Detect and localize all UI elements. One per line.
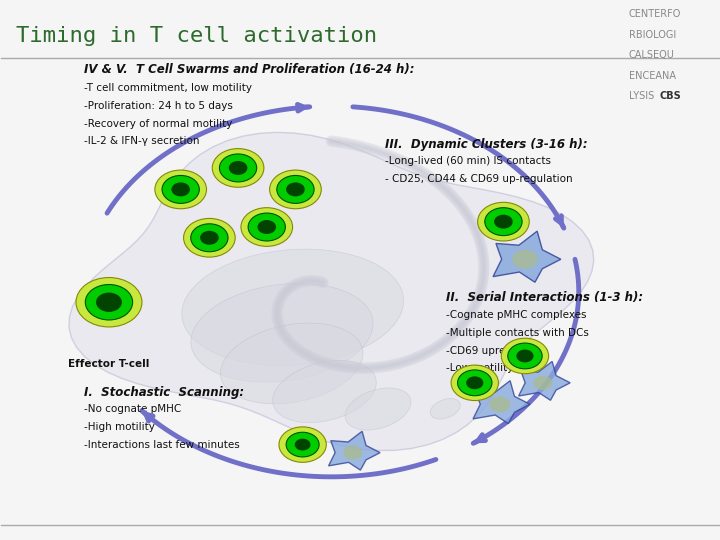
Ellipse shape [273,361,377,423]
Circle shape [276,176,314,204]
Circle shape [248,213,285,241]
Circle shape [343,446,362,460]
Circle shape [466,376,483,389]
Ellipse shape [182,249,404,366]
Circle shape [212,148,264,187]
Text: RBIOLOGI: RBIOLOGI [629,30,676,40]
Text: LYSIS: LYSIS [629,91,657,101]
Text: -Long-lived (60 min) IS contacts: -Long-lived (60 min) IS contacts [385,156,551,166]
Circle shape [229,161,248,175]
Circle shape [513,250,538,269]
Circle shape [534,376,552,390]
Circle shape [96,293,122,312]
Circle shape [286,432,319,457]
Text: CENTERFO: CENTERFO [629,9,681,19]
Text: IV & V.  T Cell Swarms and Proliferation (16-24 h):: IV & V. T Cell Swarms and Proliferation … [84,63,415,76]
Text: -Cognate pMHC complexes: -Cognate pMHC complexes [446,310,587,320]
Circle shape [490,396,510,412]
Circle shape [241,208,292,246]
Text: -High motility: -High motility [84,422,155,432]
Circle shape [171,183,190,197]
Text: III.  Dynamic Clusters (3-16 h):: III. Dynamic Clusters (3-16 h): [385,138,588,151]
Text: -Recovery of normal motility: -Recovery of normal motility [84,118,233,129]
Circle shape [516,349,534,362]
Circle shape [279,427,326,462]
Polygon shape [69,132,594,450]
Circle shape [294,438,310,450]
Text: -No cognate pMHC: -No cognate pMHC [84,404,181,414]
Circle shape [508,343,542,369]
Circle shape [85,285,132,320]
Text: I.  Stochastic  Scanning:: I. Stochastic Scanning: [84,386,244,399]
Circle shape [191,224,228,252]
Circle shape [76,278,142,327]
Text: -Proliferation: 24 h to 5 days: -Proliferation: 24 h to 5 days [84,101,233,111]
Circle shape [494,215,513,228]
Circle shape [184,218,235,257]
Ellipse shape [220,323,363,404]
Circle shape [155,170,207,209]
Circle shape [162,176,199,204]
Text: II.  Serial Interactions (1-3 h):: II. Serial Interactions (1-3 h): [446,292,643,305]
Ellipse shape [345,388,411,430]
Circle shape [457,370,492,396]
Polygon shape [328,431,380,470]
Circle shape [258,220,276,234]
Polygon shape [518,361,570,400]
Circle shape [220,154,257,182]
Text: CBS: CBS [659,91,681,101]
Text: -Multiple contacts with DCs: -Multiple contacts with DCs [446,328,589,338]
Polygon shape [493,231,561,282]
Circle shape [485,208,522,235]
Text: -IL-2 & IFN-γ secretion: -IL-2 & IFN-γ secretion [84,136,199,146]
Circle shape [477,202,529,241]
Circle shape [501,338,549,374]
Text: Effector T-cell: Effector T-cell [68,359,150,369]
Text: -Low motility: -Low motility [446,363,513,374]
Circle shape [451,365,498,401]
Text: CALSEQU: CALSEQU [629,50,675,60]
Circle shape [200,231,219,245]
Text: -Interactions last few minutes: -Interactions last few minutes [84,440,240,450]
Circle shape [269,170,321,209]
Text: -CD69 upregulation: -CD69 upregulation [446,346,548,356]
Ellipse shape [191,284,373,382]
Ellipse shape [431,399,460,419]
Text: -T cell commitment, low motility: -T cell commitment, low motility [84,83,252,93]
Polygon shape [473,381,530,423]
Text: ENCEANA: ENCEANA [629,71,676,80]
Text: Timing in T cell activation: Timing in T cell activation [16,25,377,45]
Circle shape [286,183,305,197]
Text: - CD25, CD44 & CD69 up-regulation: - CD25, CD44 & CD69 up-regulation [385,174,572,184]
